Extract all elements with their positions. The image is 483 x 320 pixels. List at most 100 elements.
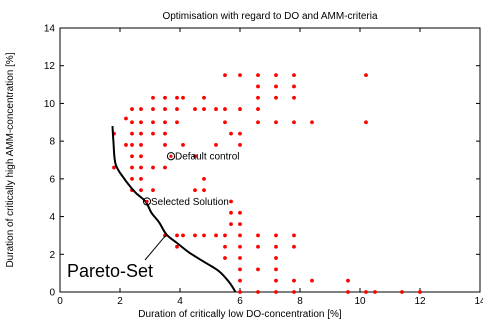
data-point	[310, 278, 314, 283]
data-point	[175, 120, 179, 125]
data-point	[139, 143, 143, 147]
data-point	[310, 120, 314, 125]
data-point	[292, 278, 296, 283]
data-point	[175, 244, 179, 249]
x-tick-label: 12	[414, 296, 426, 307]
data-point	[130, 154, 134, 159]
data-point	[163, 143, 167, 147]
data-point	[274, 95, 278, 100]
data-point	[238, 244, 242, 249]
data-point	[193, 233, 197, 238]
y-axis-ticks: 0 2 4 6 8 10 12 14	[44, 24, 480, 299]
pareto-set-label: Pareto-Set	[67, 261, 153, 281]
data-point	[274, 267, 278, 272]
data-point	[256, 290, 260, 294]
x-tick-label: 10	[354, 296, 366, 307]
x-axis-label: Duration of critically low DO-concentrat…	[138, 309, 342, 320]
data-point	[112, 165, 116, 170]
data-point	[223, 256, 227, 260]
annotation-marker	[166, 152, 176, 161]
data-point	[130, 176, 134, 181]
data-point	[256, 107, 260, 111]
data-point	[193, 188, 197, 193]
scatter-points	[112, 73, 422, 294]
plot-area	[59, 27, 481, 293]
pareto-pointer-line	[144, 234, 167, 261]
data-point	[292, 120, 296, 125]
data-point	[163, 120, 167, 125]
data-point	[181, 95, 185, 100]
data-point	[229, 210, 233, 215]
data-point	[256, 120, 260, 125]
data-point	[139, 120, 143, 125]
data-point	[400, 290, 404, 294]
data-point	[130, 107, 134, 111]
data-point	[229, 131, 233, 136]
data-point	[238, 256, 242, 260]
annotation-point	[169, 154, 173, 158]
data-point	[151, 107, 155, 111]
data-point	[163, 165, 167, 170]
y-tick-label: 12	[44, 61, 56, 72]
data-point	[151, 120, 155, 125]
data-point	[181, 233, 185, 238]
data-point	[238, 222, 242, 227]
data-point	[130, 120, 134, 125]
y-tick-label: 0	[49, 288, 55, 299]
data-point	[292, 73, 296, 78]
data-point	[418, 290, 422, 294]
y-tick-label: 2	[49, 250, 55, 261]
data-point	[238, 131, 242, 136]
data-point	[139, 107, 143, 111]
data-point	[175, 95, 179, 100]
data-point	[292, 84, 296, 89]
data-point	[238, 233, 242, 238]
data-point	[202, 233, 206, 238]
data-point	[181, 143, 185, 147]
data-point	[223, 73, 227, 78]
pareto-curve	[111, 125, 237, 293]
data-point	[139, 176, 143, 181]
data-point	[214, 233, 218, 238]
data-point	[238, 267, 242, 272]
data-point	[238, 210, 242, 215]
data-point	[238, 278, 242, 283]
x-tick-label: 8	[297, 296, 303, 307]
data-point	[130, 165, 134, 170]
y-tick-label: 14	[44, 24, 56, 35]
annotation-marker	[142, 197, 152, 206]
data-point	[238, 73, 242, 78]
data-point	[202, 107, 206, 111]
data-point	[256, 244, 260, 249]
y-axis-label: Duration of critically high AMM-concentr…	[5, 52, 16, 267]
x-tick-label: 14	[474, 296, 483, 307]
annotation-label: Selected Solution	[151, 197, 229, 208]
data-point	[163, 95, 167, 100]
data-point	[124, 143, 128, 147]
annotations: Default control Selected Solution Pareto-S…	[67, 152, 239, 281]
data-point	[214, 143, 218, 147]
data-point	[223, 120, 227, 125]
data-point	[256, 95, 260, 100]
data-point	[229, 199, 233, 204]
data-point	[175, 107, 179, 111]
data-point	[151, 165, 155, 170]
y-tick-label: 6	[49, 174, 55, 185]
data-point	[346, 290, 350, 294]
data-point	[274, 233, 278, 238]
data-point	[229, 222, 233, 227]
data-point	[364, 120, 368, 125]
data-point	[274, 290, 278, 294]
data-point	[256, 73, 260, 78]
data-point	[292, 290, 296, 294]
data-point	[163, 131, 167, 136]
data-point	[223, 107, 227, 111]
data-point	[292, 244, 296, 249]
data-point	[202, 95, 206, 100]
data-point	[202, 176, 206, 181]
data-point	[364, 290, 368, 294]
data-point	[193, 154, 197, 159]
data-point	[139, 188, 143, 193]
data-point	[256, 84, 260, 89]
x-tick-label: 0	[57, 296, 63, 307]
